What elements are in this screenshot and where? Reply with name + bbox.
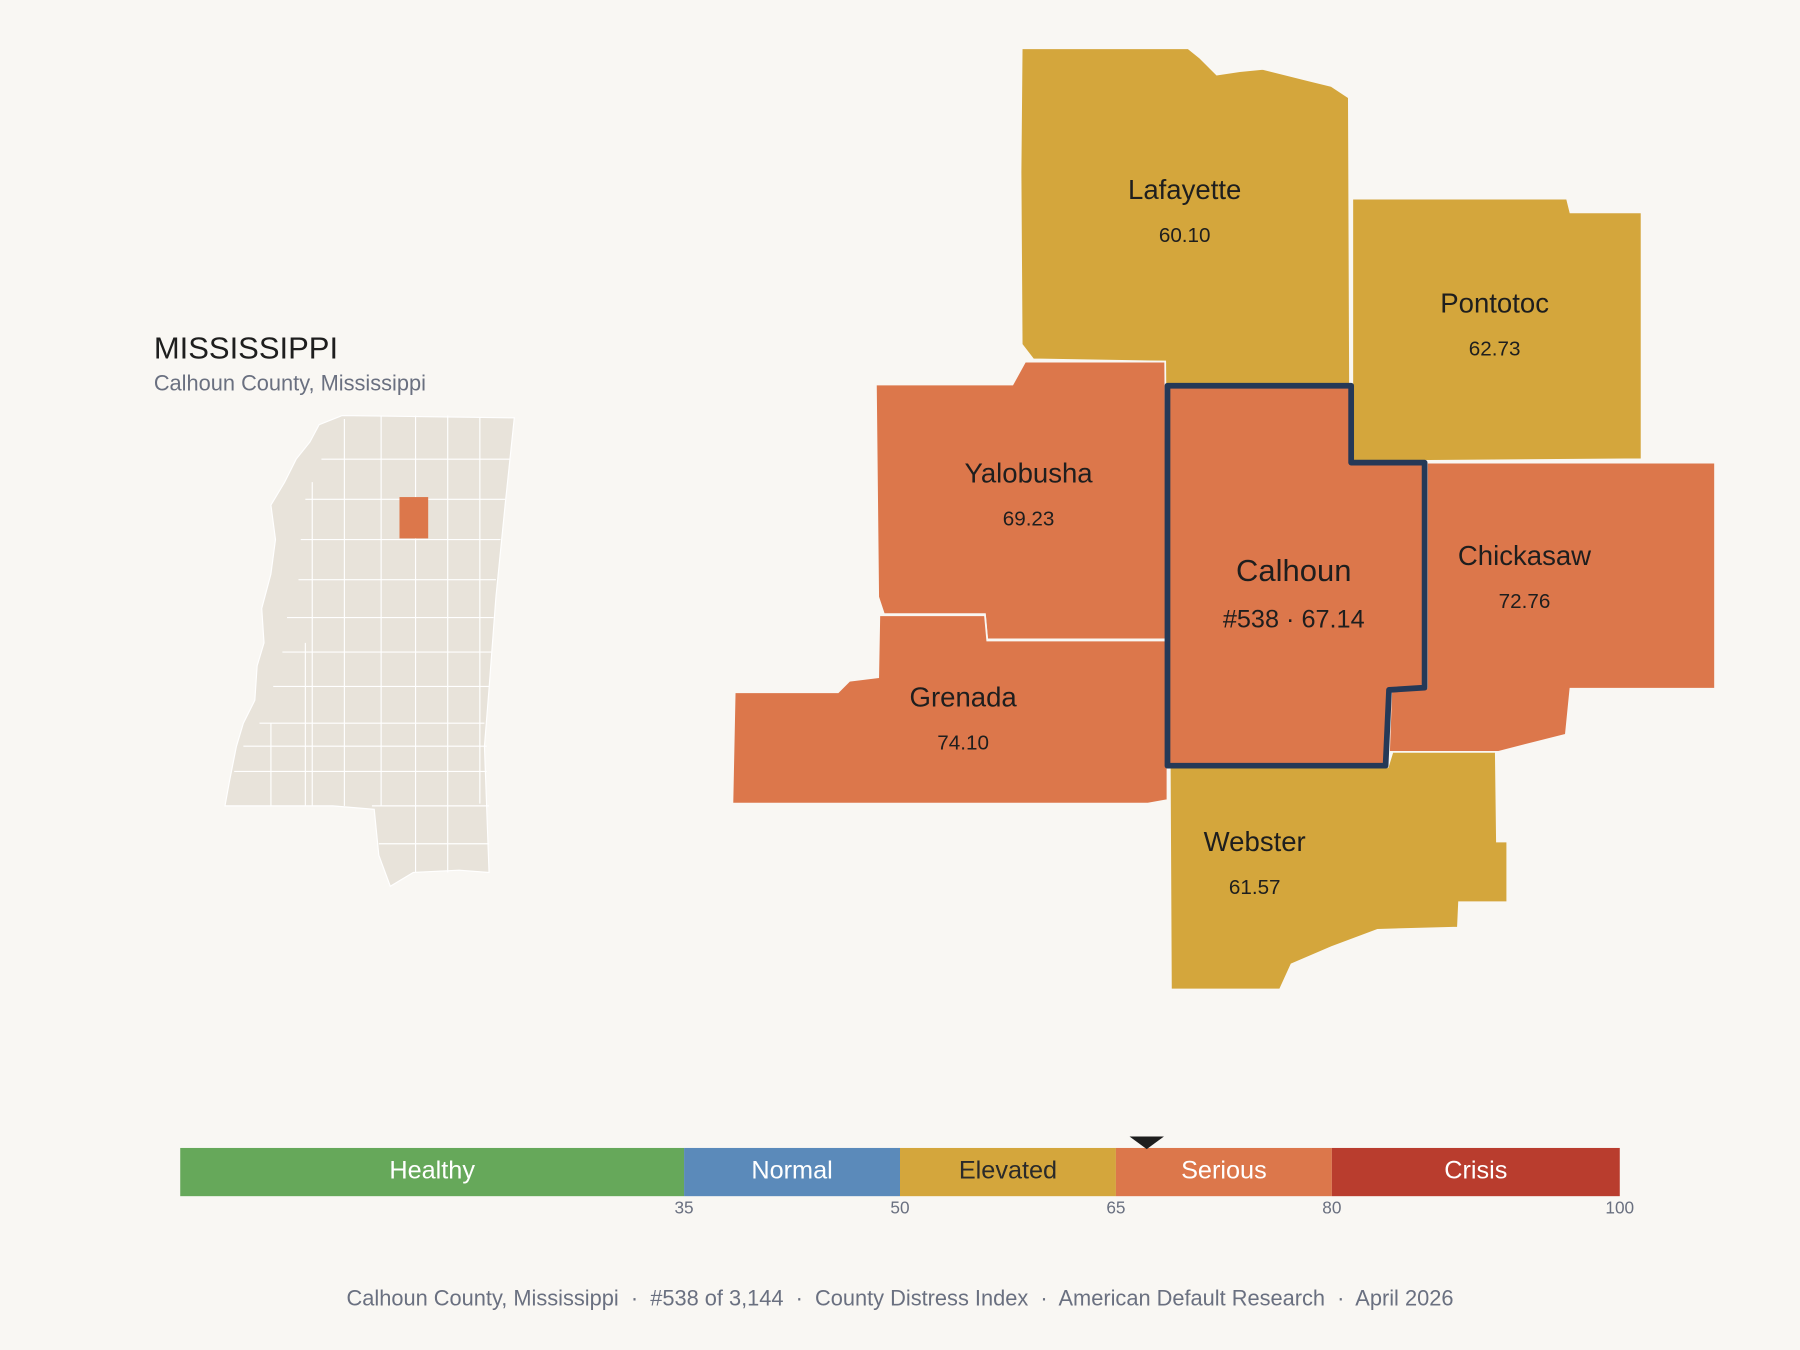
state-shape xyxy=(224,414,515,888)
county-value: 69.23 xyxy=(1003,507,1055,530)
county-name: Calhoun xyxy=(1236,553,1351,588)
legend-band xyxy=(180,1147,685,1197)
legend-band xyxy=(900,1147,1116,1197)
county-shape xyxy=(1351,197,1643,463)
legend-band xyxy=(684,1147,900,1197)
county-name: Grenada xyxy=(910,681,1018,712)
footer: Calhoun County, Mississippi · #538 of 3,… xyxy=(347,1285,1454,1310)
county-value: 72.76 xyxy=(1499,590,1551,613)
county-value: #538 · 67.14 xyxy=(1223,606,1365,634)
legend-band-label: Serious xyxy=(1181,1157,1267,1185)
county-shape xyxy=(875,360,1169,641)
legend-band xyxy=(1115,1147,1332,1197)
county-value: 62.73 xyxy=(1469,338,1521,361)
county-shape xyxy=(1019,47,1351,386)
county-shape xyxy=(1168,751,1509,991)
legend-tick-label: 35 xyxy=(674,1197,693,1217)
county-name: Pontotoc xyxy=(1440,288,1549,319)
state-minimap xyxy=(224,414,515,888)
county-name: Lafayette xyxy=(1128,174,1241,205)
county-value: 61.57 xyxy=(1229,876,1281,899)
legend-tick-label: 50 xyxy=(890,1197,909,1217)
county-name: Webster xyxy=(1204,826,1306,857)
legend-band xyxy=(1331,1147,1620,1197)
state-subtitle: Calhoun County, Mississippi xyxy=(154,370,426,395)
legend-band-label: Crisis xyxy=(1444,1157,1507,1185)
county-value: 74.10 xyxy=(937,731,989,754)
county-value: 60.10 xyxy=(1159,224,1211,247)
legend-tick-label: 80 xyxy=(1322,1197,1341,1217)
selected-county-marker xyxy=(399,497,429,539)
legend-band-label: Normal xyxy=(751,1157,832,1185)
county-name: Yalobusha xyxy=(964,458,1093,489)
county-shape xyxy=(731,614,1169,805)
county-map xyxy=(731,47,1716,991)
county-name: Chickasaw xyxy=(1458,540,1591,571)
state-title: MISSISSIPPI xyxy=(154,330,338,365)
value-pointer xyxy=(1129,1136,1164,1150)
legend-band-label: Elevated xyxy=(959,1157,1057,1185)
legend-tick-label: 65 xyxy=(1106,1197,1125,1217)
selected-outline xyxy=(1164,382,1428,769)
legend-tick-label: 100 xyxy=(1605,1197,1634,1217)
legend-band-label: Healthy xyxy=(389,1157,475,1185)
